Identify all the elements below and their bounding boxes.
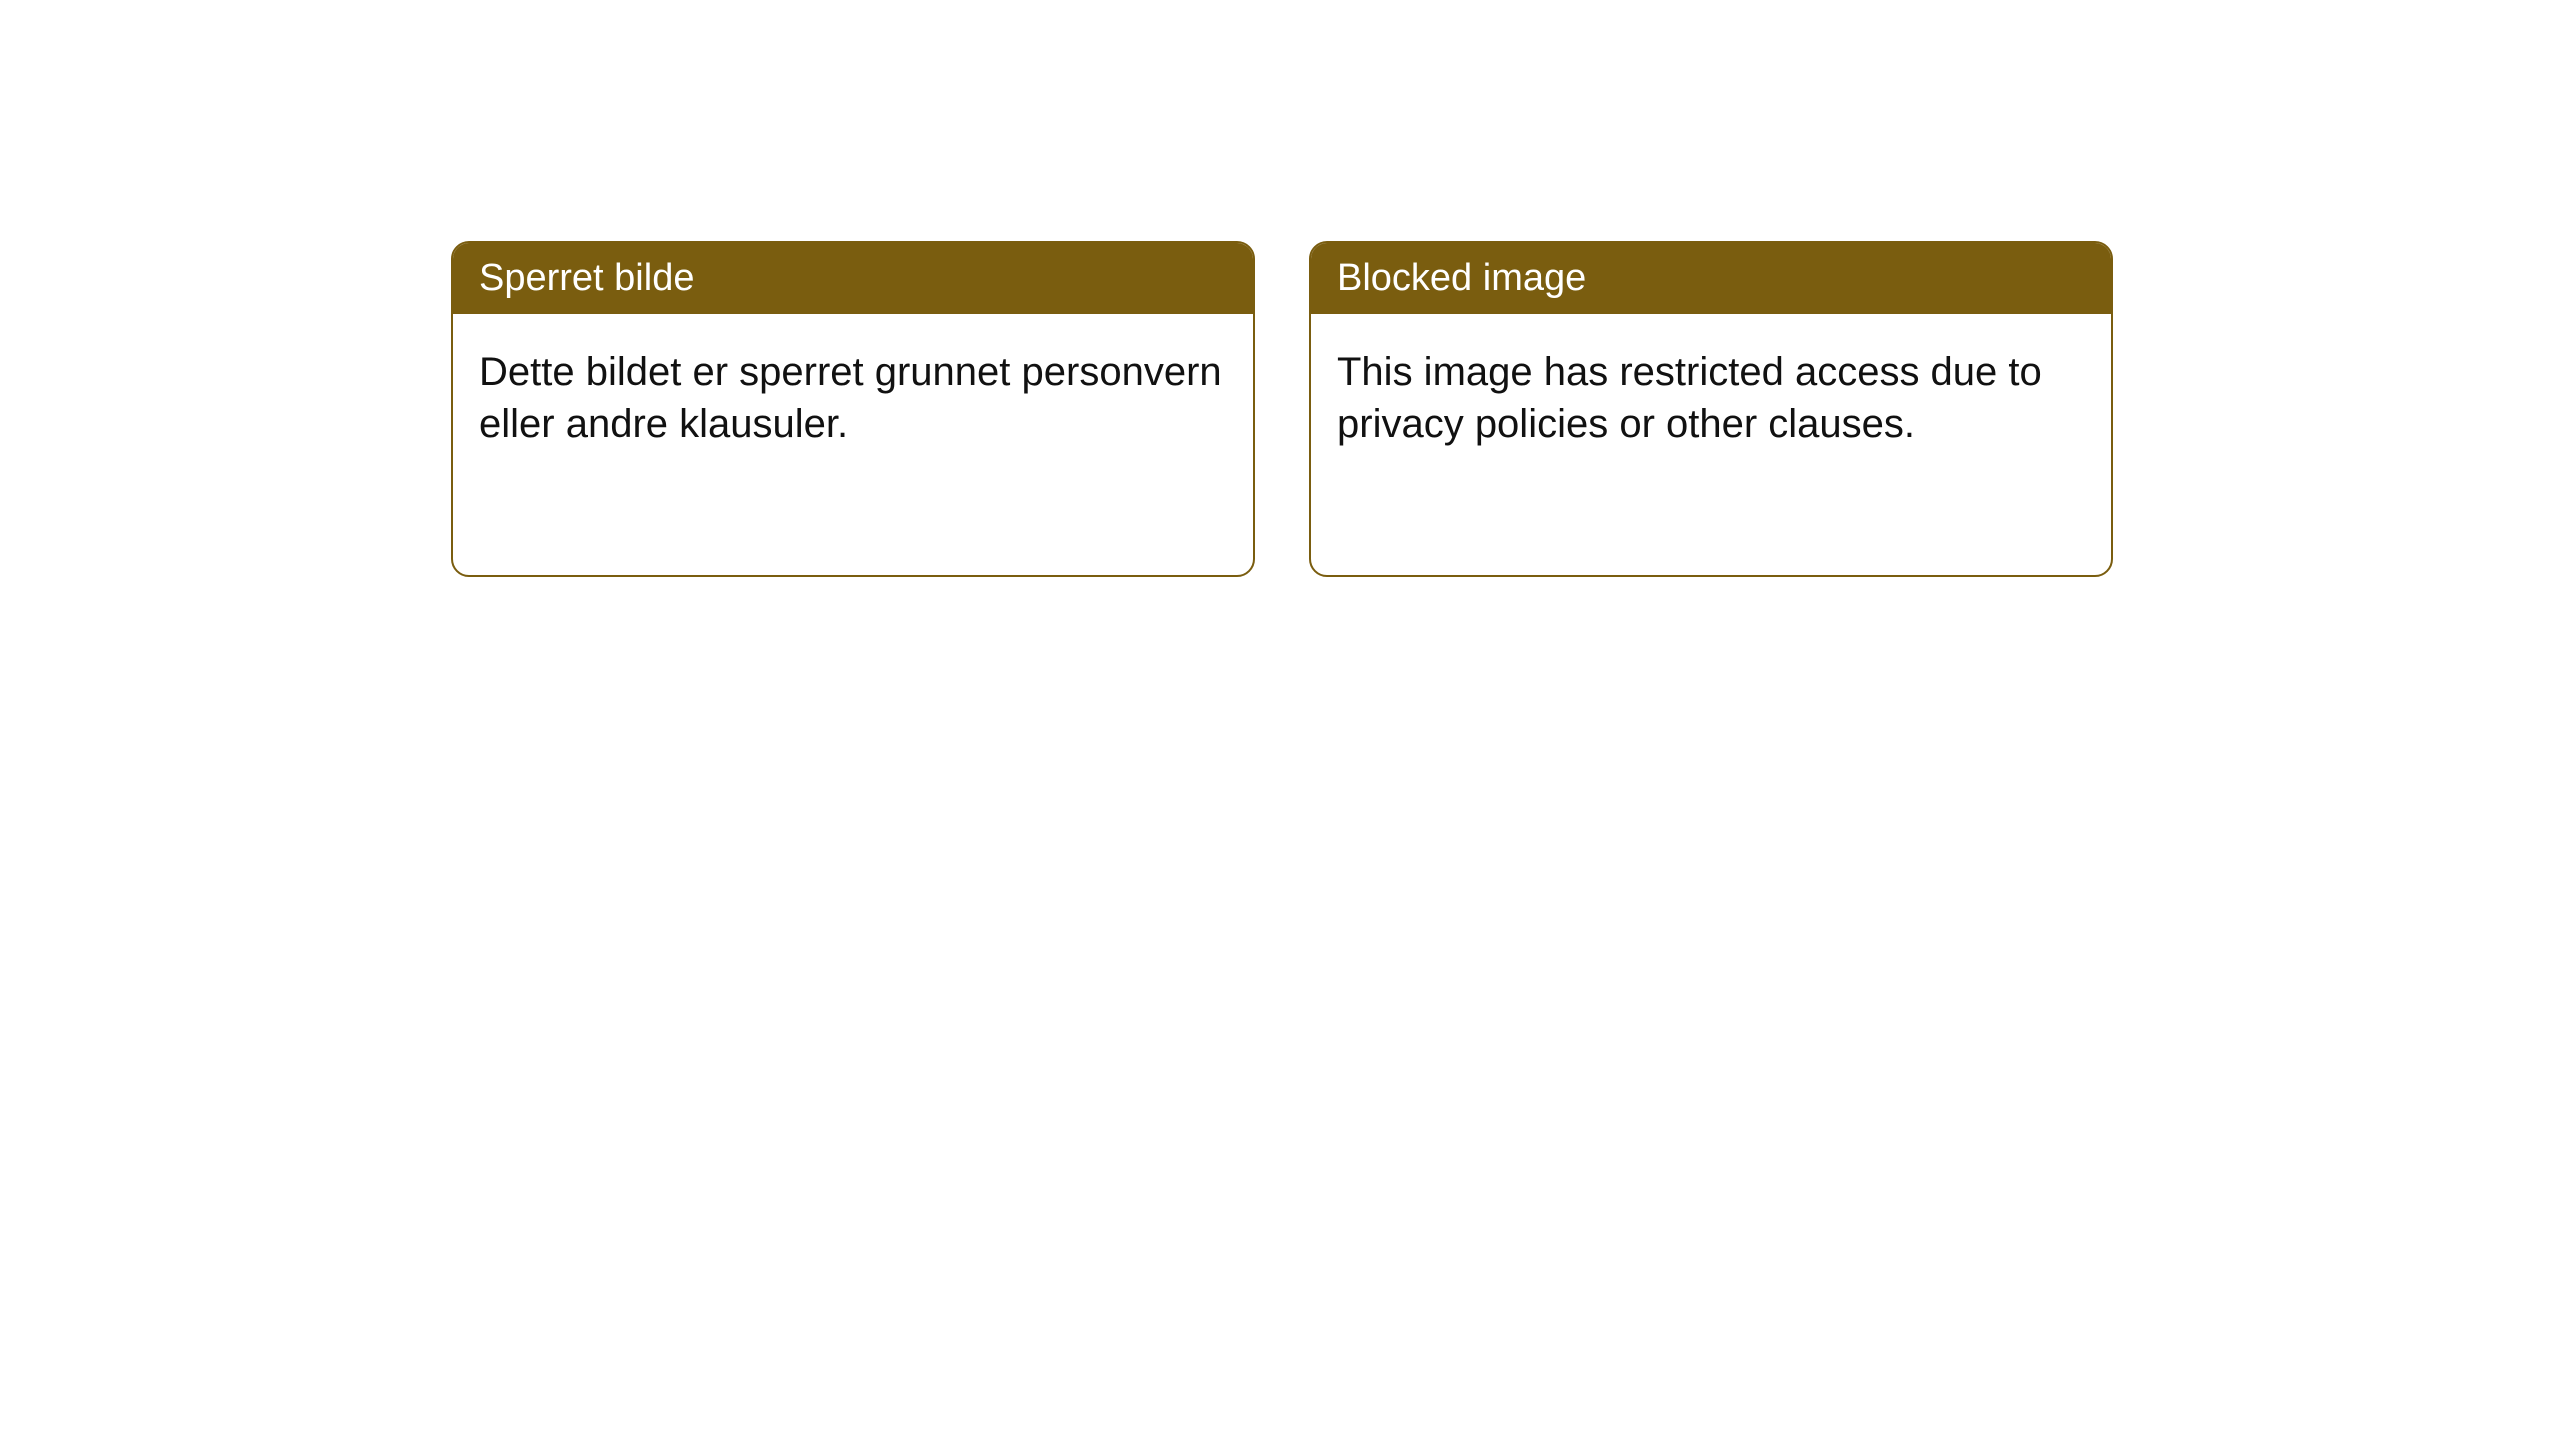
card-body: This image has restricted access due to … (1311, 314, 2111, 482)
notice-card-norwegian: Sperret bilde Dette bildet er sperret gr… (451, 241, 1255, 577)
notice-cards-container: Sperret bilde Dette bildet er sperret gr… (451, 241, 2113, 577)
card-body: Dette bildet er sperret grunnet personve… (453, 314, 1253, 482)
card-header: Sperret bilde (453, 243, 1253, 314)
card-header: Blocked image (1311, 243, 2111, 314)
notice-card-english: Blocked image This image has restricted … (1309, 241, 2113, 577)
